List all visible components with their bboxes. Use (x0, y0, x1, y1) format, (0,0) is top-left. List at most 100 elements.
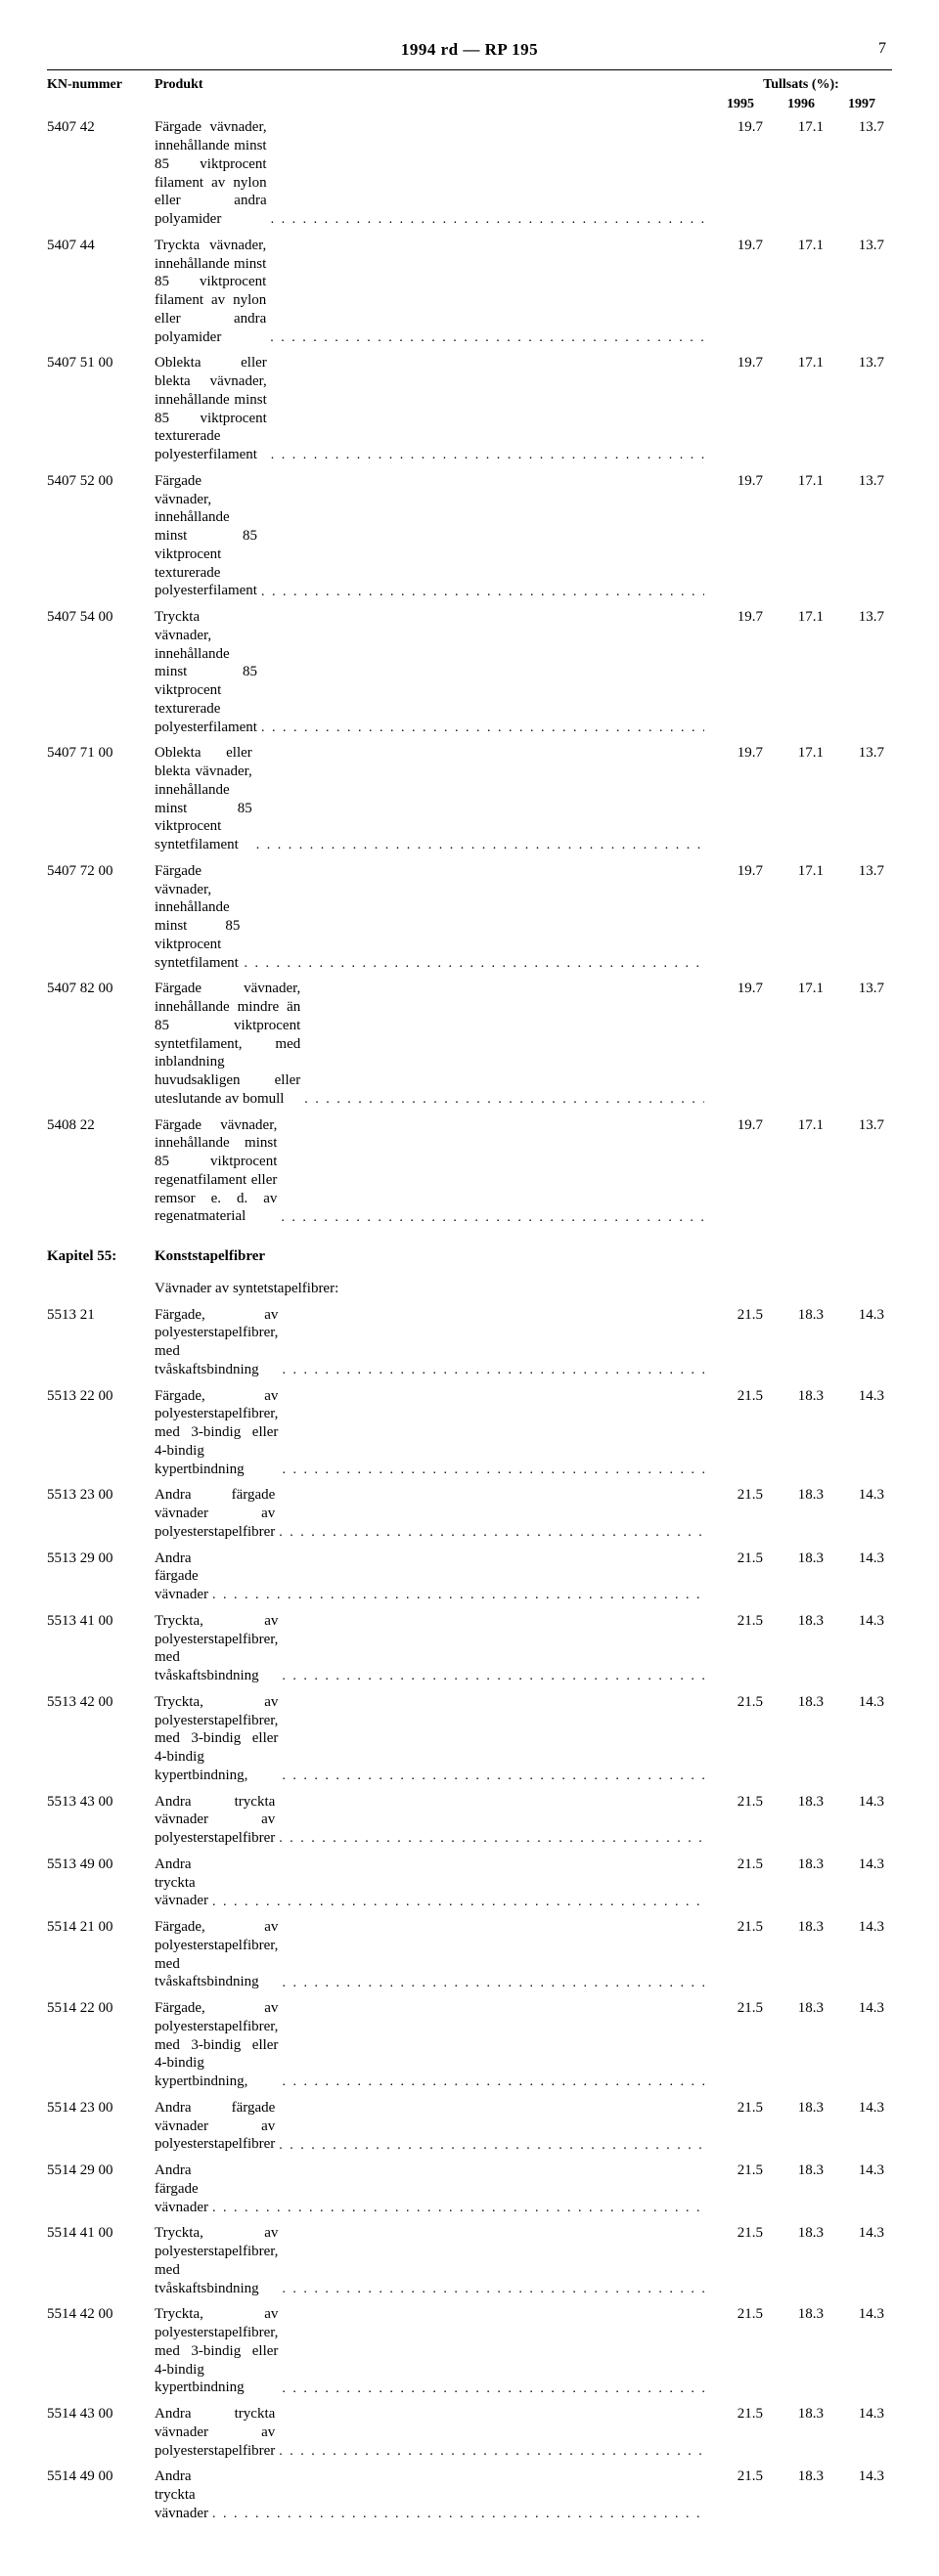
chapter-kn: Kapitel 55: (47, 1230, 155, 1270)
table-row: 5513 42 00Tryckta, av polyesterstapelfib… (47, 1689, 892, 1789)
table-row: 5514 29 00Andra färgade vävnader . . . .… (47, 2158, 892, 2220)
dot-leader: . . . . . . . . . . . . . . . . . . . . … (208, 2506, 704, 2523)
produkt-text: Tryckta, av polyesterstapelfibrer, med t… (155, 1612, 278, 1685)
produkt-text: Tryckta vävnader, innehållande minst 85 … (155, 237, 266, 347)
cell-y1997: 14.3 (831, 1789, 892, 1852)
cell-y1995: 19.7 (710, 350, 771, 468)
cell-y1997: 14.3 (831, 2301, 892, 2401)
cell-produkt: Färgade, av polyesterstapelfibrer, med 3… (155, 1383, 710, 1483)
dot-leader: . . . . . . . . . . . . . . . . . . . . … (257, 584, 704, 601)
chapter-title: Konststapelfibrer (155, 1230, 710, 1270)
cell-y1997: 14.3 (831, 1546, 892, 1608)
cell-y1995: 21.5 (710, 1995, 771, 2095)
col-tullsats: Tullsats (%): (710, 76, 892, 96)
cell-y1997: 13.7 (831, 604, 892, 740)
top-rule (47, 69, 892, 70)
cell-produkt: Färgade vävnader, innehållande minst 85 … (155, 858, 710, 977)
produkt-text: Andra färgade vävnader (155, 1550, 208, 1604)
cell-y1995: 19.7 (710, 468, 771, 604)
cell-kn: 5407 71 00 (47, 740, 155, 858)
chapter-section: Kapitel 55: Konststapelfibrer Vävnader a… (47, 1230, 892, 1302)
cell-y1997: 13.7 (831, 114, 892, 233)
produkt-text: Färgade vävnader, innehållande minst 85 … (155, 1116, 277, 1227)
cell-y1996: 18.3 (771, 1852, 831, 1914)
cell-kn: 5513 41 00 (47, 1608, 155, 1689)
cell-y1997: 13.7 (831, 740, 892, 858)
produkt-text: Oblekta eller blekta vävnader, innehålla… (155, 744, 252, 854)
cell-y1997: 14.3 (831, 1482, 892, 1545)
dot-leader: . . . . . . . . . . . . . . . . . . . . … (278, 2380, 704, 2398)
cell-produkt: Färgade vävnader, innehållande minst 85 … (155, 1113, 710, 1231)
cell-y1995: 21.5 (710, 1302, 771, 1383)
dot-leader: . . . . . . . . . . . . . . . . . . . . … (300, 1091, 704, 1109)
cell-kn: 5407 51 00 (47, 350, 155, 468)
cell-kn: 5514 49 00 (47, 2464, 155, 2526)
cell-y1995: 21.5 (710, 1482, 771, 1545)
cell-produkt: Färgade vävnader, innehållande mindre än… (155, 976, 710, 1112)
table-row: 5408 22Färgade vävnader, innehållande mi… (47, 1113, 892, 1231)
cell-y1995: 19.7 (710, 233, 771, 351)
cell-kn: 5514 43 00 (47, 2401, 155, 2464)
cell-y1995: 21.5 (710, 2095, 771, 2158)
cell-kn: 5514 41 00 (47, 2220, 155, 2301)
cell-y1996: 18.3 (771, 2401, 831, 2464)
cell-y1997: 14.3 (831, 2401, 892, 2464)
cell-kn: 5407 44 (47, 233, 155, 351)
table-row: 5514 23 00Andra färgade vävnader av poly… (47, 2095, 892, 2158)
cell-kn: 5408 22 (47, 1113, 155, 1231)
table-row: 5407 54 00Tryckta vävnader, innehållande… (47, 604, 892, 740)
cell-produkt: Andra tryckta vävnader . . . . . . . . .… (155, 1852, 710, 1914)
cell-y1996: 17.1 (771, 858, 831, 977)
cell-kn: 5513 23 00 (47, 1482, 155, 1545)
cell-produkt: Tryckta vävnader, innehållande minst 85 … (155, 604, 710, 740)
cell-y1997: 14.3 (831, 1302, 892, 1383)
cell-y1997: 14.3 (831, 2220, 892, 2301)
cell-produkt: Andra färgade vävnader . . . . . . . . .… (155, 2158, 710, 2220)
table-row: 5514 49 00Andra tryckta vävnader . . . .… (47, 2464, 892, 2526)
dot-leader: . . . . . . . . . . . . . . . . . . . . … (208, 1587, 704, 1604)
dot-leader: . . . . . . . . . . . . . . . . . . . . … (267, 447, 704, 464)
table-row: 5407 44Tryckta vävnader, innehållande mi… (47, 233, 892, 351)
cell-y1995: 21.5 (710, 1608, 771, 1689)
cell-produkt: Tryckta, av polyesterstapelfibrer, med t… (155, 2220, 710, 2301)
cell-y1996: 18.3 (771, 1608, 831, 1689)
produkt-text: Färgade vävnader, innehållande minst 85 … (155, 862, 240, 973)
dot-leader: . . . . . . . . . . . . . . . . . . . . … (278, 1975, 704, 1992)
cell-y1996: 18.3 (771, 2095, 831, 2158)
dot-leader: . . . . . . . . . . . . . . . . . . . . … (257, 720, 704, 737)
cell-produkt: Färgade, av polyesterstapelfibrer, med t… (155, 1302, 710, 1383)
cell-produkt: Andra färgade vävnader av polyesterstape… (155, 2095, 710, 2158)
tariff-table: KN-nummer Produkt Tullsats (%): 1995 199… (47, 76, 892, 2526)
table-row: 5514 22 00Färgade, av polyesterstapelfib… (47, 1995, 892, 2095)
cell-produkt: Andra färgade vävnader av polyesterstape… (155, 1482, 710, 1545)
table-row: 5407 52 00Färgade vävnader, innehållande… (47, 468, 892, 604)
cell-y1996: 18.3 (771, 1482, 831, 1545)
doc-header: 1994 rd — RP 195 (47, 39, 892, 60)
produkt-text: Andra tryckta vävnader (155, 2467, 208, 2522)
cell-produkt: Andra färgade vävnader . . . . . . . . .… (155, 1546, 710, 1608)
table-row: 5513 49 00Andra tryckta vävnader . . . .… (47, 1852, 892, 1914)
cell-y1997: 13.7 (831, 350, 892, 468)
cell-kn: 5513 22 00 (47, 1383, 155, 1483)
dot-leader: . . . . . . . . . . . . . . . . . . . . … (240, 955, 704, 973)
dot-leader: . . . . . . . . . . . . . . . . . . . . … (275, 1830, 704, 1848)
produkt-text: Färgade vävnader, innehållande minst 85 … (155, 472, 257, 600)
cell-y1995: 21.5 (710, 1546, 771, 1608)
cell-y1996: 18.3 (771, 1689, 831, 1789)
cell-y1997: 14.3 (831, 1914, 892, 1995)
cell-y1997: 14.3 (831, 2464, 892, 2526)
produkt-text: Andra färgade vävnader (155, 2161, 208, 2216)
cell-y1995: 19.7 (710, 976, 771, 1112)
chapter-subtitle: Vävnader av syntetstapelfibrer: (155, 1270, 710, 1302)
cell-y1996: 18.3 (771, 1302, 831, 1383)
dot-leader: . . . . . . . . . . . . . . . . . . . . … (275, 1524, 704, 1542)
cell-produkt: Tryckta, av polyesterstapelfibrer, med t… (155, 1608, 710, 1689)
cell-y1996: 17.1 (771, 114, 831, 233)
cell-produkt: Tryckta, av polyesterstapelfibrer, med 3… (155, 1689, 710, 1789)
cell-y1995: 21.5 (710, 2158, 771, 2220)
cell-y1997: 14.3 (831, 1995, 892, 2095)
cell-kn: 5514 42 00 (47, 2301, 155, 2401)
cell-kn: 5407 82 00 (47, 976, 155, 1112)
dot-leader: . . . . . . . . . . . . . . . . . . . . … (277, 1209, 704, 1227)
cell-y1996: 17.1 (771, 468, 831, 604)
